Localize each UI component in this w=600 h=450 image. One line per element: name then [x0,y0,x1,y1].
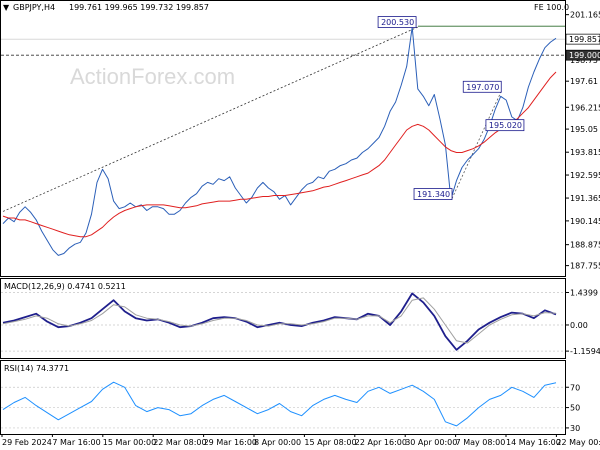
ma-series-line [2,71,557,238]
rsi-series-line [2,381,557,427]
x-tick-label: 30 Apr 00:00 [405,438,457,447]
price-layer [2,26,557,256]
y-tick-label: 195.05 [570,125,598,134]
x-tick-label: 14 May 16:00 [506,438,561,447]
price-panel-frame [0,0,566,277]
annotation-box [485,119,525,132]
x-tick-label: 7 May 08:00 [456,438,506,447]
x-tick-label: 8 Apr 00:00 [254,438,301,447]
y-tick-label: 192.595 [570,171,600,180]
y-tick-label: 196.215 [570,103,600,112]
x-tick-label: 15 Apr 08:00 [304,438,356,447]
y-tick-label: 30 [570,424,580,433]
rsi-indicator-title: RSI(14) 74.3771 [4,364,69,373]
price-series-line [2,26,557,256]
y-tick-label: 190.145 [570,217,600,226]
annotation-label: 200.530 [381,18,414,27]
y-tick-label: 70 [570,383,580,392]
y-tick-label: -1.1594 [570,347,600,356]
rsi-layer [1,381,565,429]
annotation-label: 197.070 [466,83,499,92]
annotation-box [413,188,453,200]
x-tick-label: 22 Apr 16:00 [355,438,407,447]
rsi-panel-frame [0,360,566,435]
y-tick-label: 1.4399 [570,288,598,297]
fe-level-label: FE 100.0 [534,3,569,12]
annotation-box [377,16,417,28]
current-price-tag-box [565,33,600,45]
axes-layer: 201.165199.775198.75197.61196.215195.051… [1,11,600,447]
y-tick-label: 197.61 [570,77,598,86]
x-tick-label: 29 Mar 16:00 [204,438,257,447]
current-price-tag-label: 199.857 [569,35,600,44]
macd-indicator-title: MACD(12,26,9) 0.4741 0.5211 [4,282,126,291]
instrument-arrow-icon: ▼ [3,3,10,12]
price-chart-title: GBPJPY,H4 [13,3,55,12]
x-tick-label: 22 Mar 08:00 [153,438,206,447]
x-tick-label: 7 Mar 16:00 [52,438,100,447]
annotation-label: 195.020 [489,121,522,130]
price-background-layer [1,25,565,212]
watermark: ActionForex.com [70,64,235,89]
macd-series-line [2,292,557,351]
y-tick-label: 191.365 [570,194,600,203]
y-tick-label: 0.00 [570,321,588,330]
x-tick-label: 15 Mar 00:00 [103,438,156,447]
annotation-box [462,80,502,93]
y-tick-label: 188.875 [570,241,600,250]
annotation-label: 191.340 [417,190,450,199]
x-tick-label: 29 Feb 2024 [2,438,52,447]
y-tick-label: 201.165 [570,11,600,20]
signal-series-line [2,297,557,344]
ohlc-readout: 199.761 199.965 199.732 199.857 [69,3,209,12]
level-price-tag-box [565,49,600,61]
y-tick-label: 187.755 [570,262,600,271]
y-tick-label: 193.815 [570,148,600,157]
level-price-tag-label: 199.000 [569,51,600,60]
macd-panel-frame [0,278,566,359]
macd-layer [1,292,565,352]
x-tick-label: 22 May 00:00 [556,438,600,447]
fib-projection-line [451,91,502,199]
y-tick-label: 50 [570,404,580,413]
